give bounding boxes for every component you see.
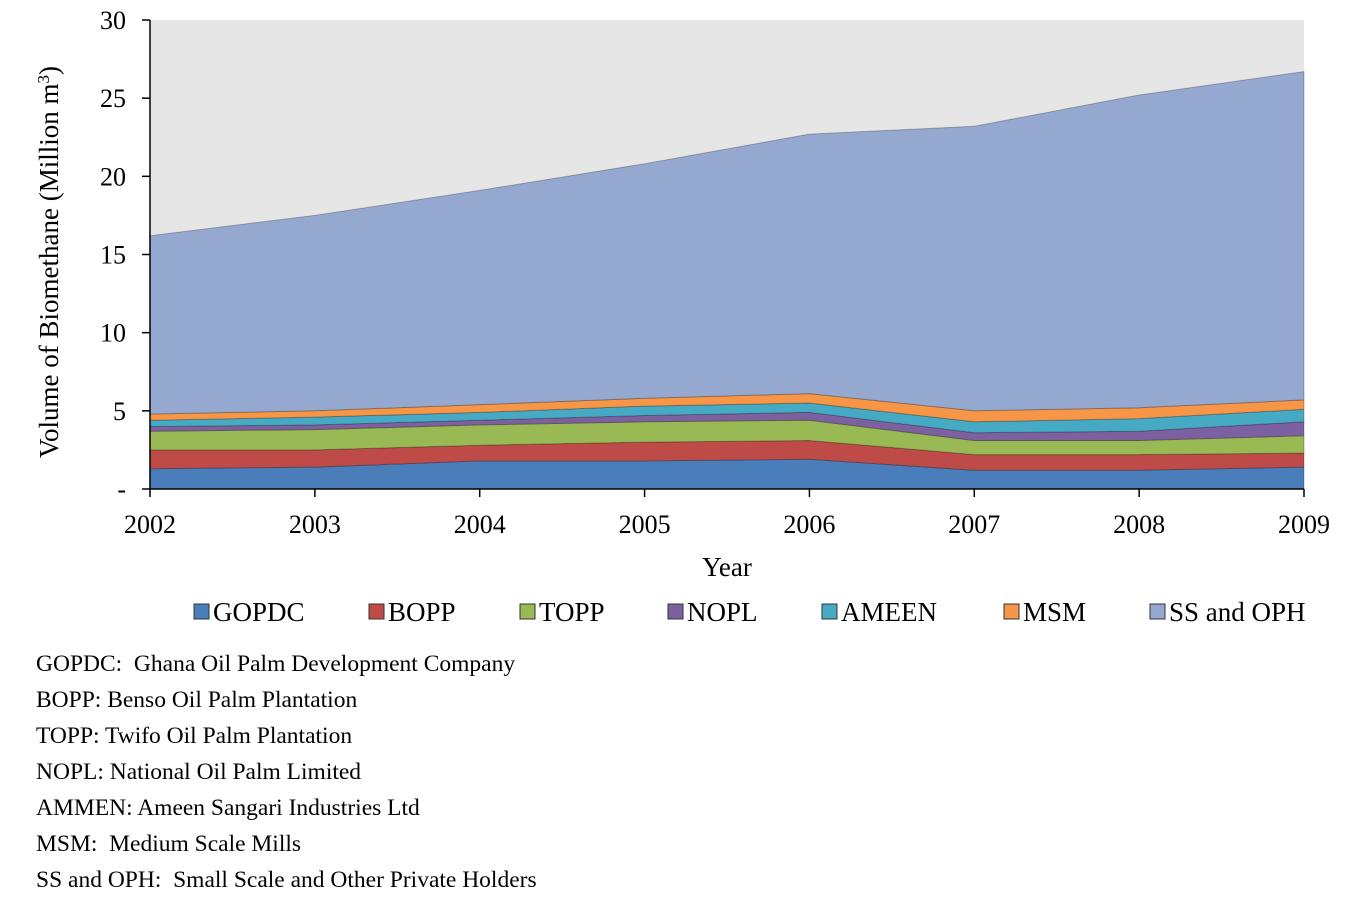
- legend-label: AMEEN: [841, 597, 937, 627]
- abbreviation-note: TOPP: Twifo Oil Palm Plantation: [36, 723, 353, 749]
- legend-label: MSM: [1023, 597, 1086, 627]
- legend-item: SS and OPH: [1149, 597, 1306, 627]
- y-tick-label: 30: [100, 6, 126, 35]
- x-tick-label: 2008: [1113, 510, 1165, 539]
- legend-item: AMEEN: [821, 597, 937, 627]
- area-series-group: [149, 71, 1305, 490]
- legend-item: NOPL: [667, 597, 758, 627]
- abbreviation-note: MSM: Medium Scale Mills: [36, 831, 302, 857]
- y-tick-label: 15: [100, 241, 126, 270]
- abbreviation-notes: GOPDC: Ghana Oil Palm Development Compan…: [36, 646, 537, 898]
- legend-label: NOPL: [687, 597, 758, 627]
- abbreviation-note: BOPP: Benso Oil Palm Plantation: [36, 687, 358, 713]
- legend-swatch: [821, 603, 838, 620]
- legend-label: GOPDC: [213, 597, 305, 627]
- legend-item: TOPP: [519, 597, 605, 627]
- x-tick-label: 2003: [289, 510, 341, 539]
- x-axis-title: Year: [702, 552, 752, 582]
- x-ticks-group: 2002 2003 2004 2005 2006 2007 2008 2009: [124, 489, 1330, 539]
- area-ss-and-oph: [149, 71, 1305, 415]
- y-axis-title: Volume of Biomethane (Million m3): [34, 66, 65, 458]
- x-tick-label: 2002: [124, 510, 176, 539]
- abbreviation-note: NOPL: National Oil Palm Limited: [36, 759, 362, 785]
- legend-swatch: [193, 603, 210, 620]
- legend-swatch: [519, 603, 536, 620]
- y-ticks-group: - 5 10 15 20 25 30: [100, 6, 150, 504]
- area-ameen: [149, 402, 1305, 434]
- legend-swatch: [1003, 603, 1020, 620]
- y-tick-label: 25: [100, 84, 126, 113]
- legend-swatch: [667, 603, 684, 620]
- legend-label: SS and OPH: [1169, 597, 1306, 627]
- legend: GOPDC BOPP TOPP NOPL AMEEN MSM SS and OPH: [193, 597, 1306, 627]
- legend-swatch: [1149, 603, 1166, 620]
- legend-item: GOPDC: [193, 597, 305, 627]
- legend-item: MSM: [1003, 597, 1086, 627]
- area-nopl: [149, 411, 1305, 441]
- x-tick-label: 2009: [1278, 510, 1330, 539]
- unit-superscript: 3: [34, 75, 53, 84]
- legend-label: BOPP: [388, 597, 456, 627]
- abbreviation-note: GOPDC: Ghana Oil Palm Development Compan…: [36, 651, 516, 677]
- abbreviation-note: SS and OPH: Small Scale and Other Privat…: [36, 867, 537, 893]
- y-tick-label: 5: [113, 397, 126, 426]
- area-msm: [149, 393, 1305, 423]
- y-tick-label: 10: [100, 319, 126, 348]
- y-tick-label: -: [117, 475, 126, 504]
- x-tick-label: 2007: [948, 510, 1000, 539]
- area-topp: [149, 419, 1305, 456]
- x-tick-label: 2006: [783, 510, 835, 539]
- legend-item: BOPP: [368, 597, 456, 627]
- legend-swatch: [368, 603, 385, 620]
- x-tick-label: 2004: [454, 510, 506, 539]
- abbreviation-note: AMMEN: Ameen Sangari Industries Ltd: [36, 795, 420, 821]
- x-tick-label: 2005: [619, 510, 671, 539]
- y-tick-label: 20: [100, 162, 126, 191]
- legend-label: TOPP: [539, 597, 605, 627]
